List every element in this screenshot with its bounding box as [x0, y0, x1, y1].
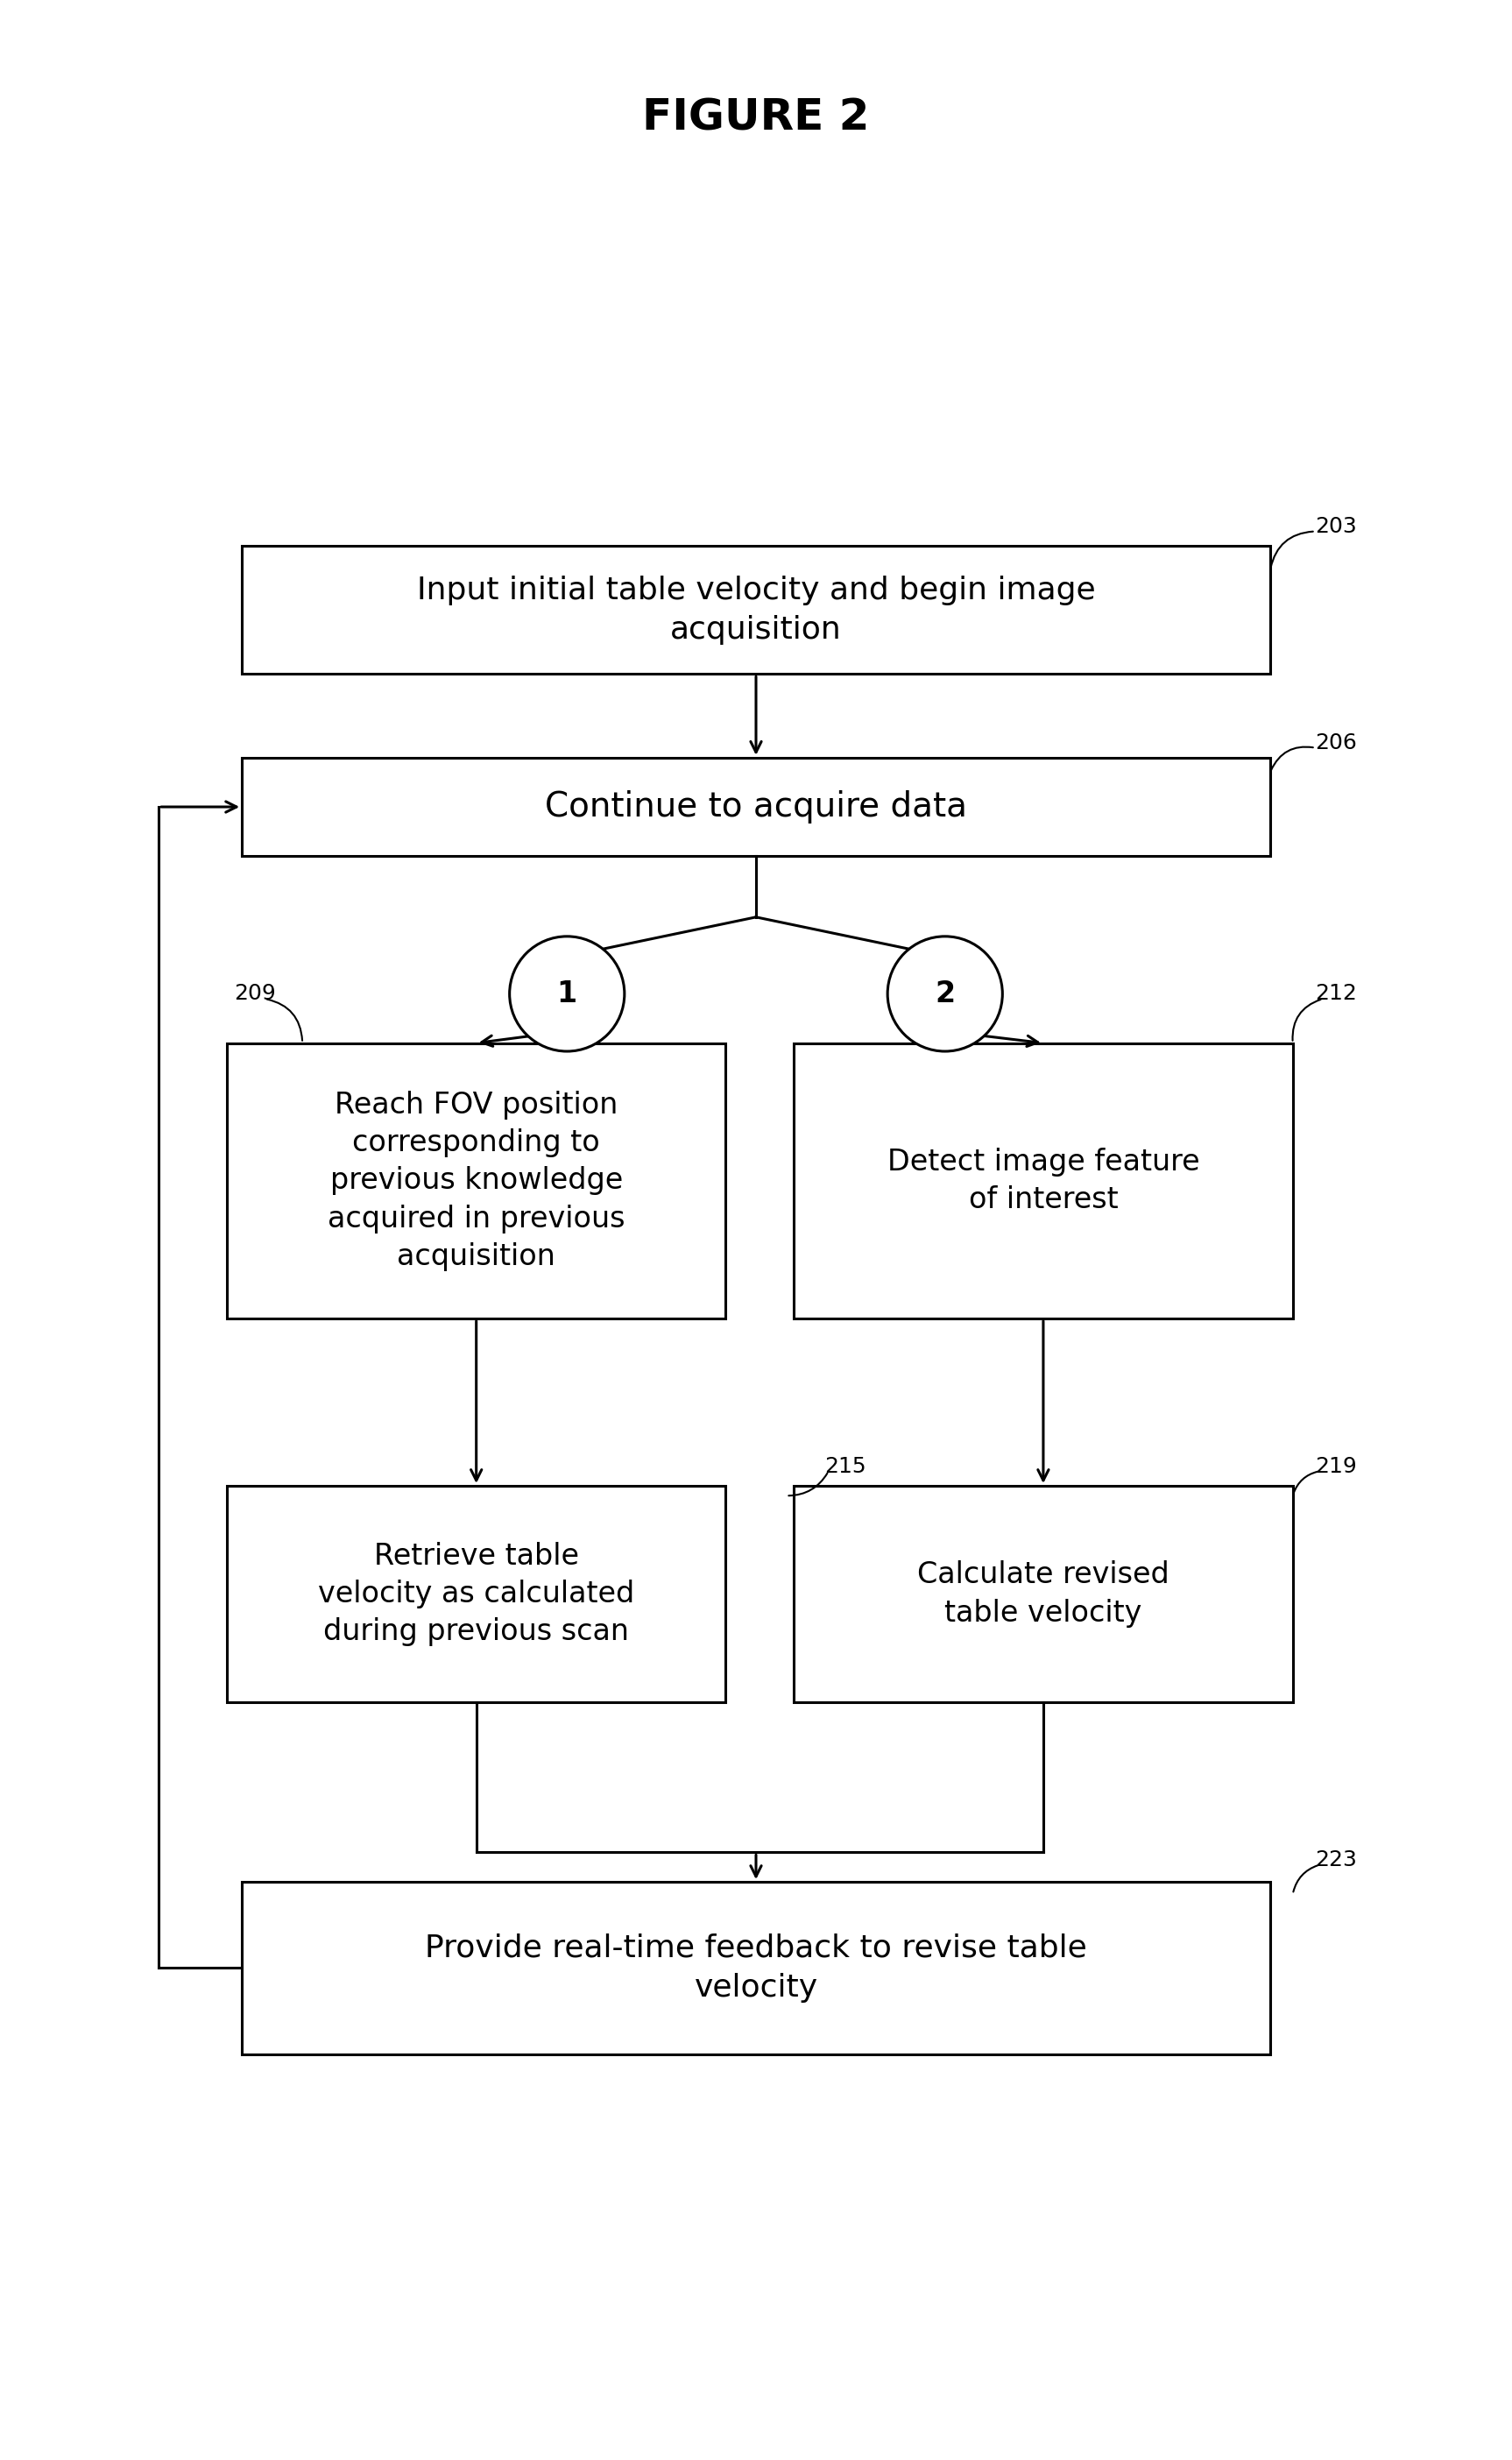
Text: 209: 209 — [234, 984, 277, 1004]
Text: Detect image feature
of interest: Detect image feature of interest — [888, 1146, 1199, 1215]
Text: 219: 219 — [1315, 1456, 1358, 1476]
Text: Input initial table velocity and begin image
acquisition: Input initial table velocity and begin i… — [417, 576, 1095, 645]
Bar — [227, 1043, 726, 1319]
Bar — [242, 546, 1270, 674]
Text: 1: 1 — [556, 979, 578, 1009]
Text: Continue to acquire data: Continue to acquire data — [544, 790, 968, 824]
Text: 2: 2 — [934, 979, 956, 1009]
Bar — [794, 1486, 1293, 1702]
Text: Reach FOV position
corresponding to
previous knowledge
acquired in previous
acqu: Reach FOV position corresponding to prev… — [328, 1090, 624, 1272]
Text: FIGURE 2: FIGURE 2 — [643, 96, 869, 140]
Bar — [242, 1882, 1270, 2054]
Text: 206: 206 — [1315, 733, 1358, 753]
Circle shape — [888, 937, 1002, 1050]
Bar — [227, 1486, 726, 1702]
Text: 212: 212 — [1315, 984, 1358, 1004]
Text: 223: 223 — [1315, 1850, 1358, 1870]
Text: Provide real-time feedback to revise table
velocity: Provide real-time feedback to revise tab… — [425, 1934, 1087, 2002]
Text: 203: 203 — [1315, 517, 1358, 536]
Circle shape — [510, 937, 624, 1050]
Text: Calculate revised
table velocity: Calculate revised table velocity — [918, 1560, 1169, 1629]
Bar — [794, 1043, 1293, 1319]
Bar — [242, 758, 1270, 856]
Text: 215: 215 — [824, 1456, 866, 1476]
Text: Retrieve table
velocity as calculated
during previous scan: Retrieve table velocity as calculated du… — [318, 1542, 635, 1646]
